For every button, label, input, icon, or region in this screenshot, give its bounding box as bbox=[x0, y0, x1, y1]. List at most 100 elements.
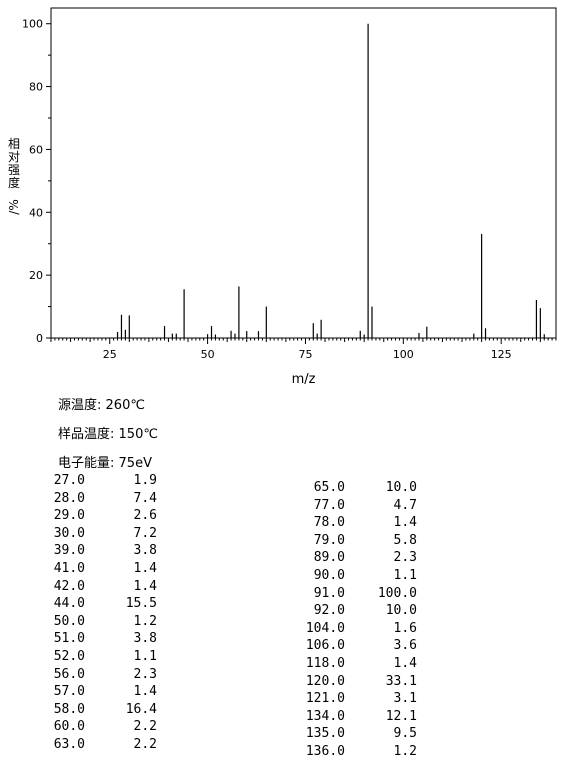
peak-mz: 63.0 bbox=[53, 736, 85, 752]
peak-mz: 27.0 bbox=[53, 473, 85, 488]
peak-abundance: 1.4 bbox=[393, 655, 417, 671]
x-tick-label: 100 bbox=[393, 348, 414, 361]
peak-abundance: 10.0 bbox=[385, 480, 417, 495]
peak-abundance: 3.8 bbox=[133, 543, 157, 559]
peak-abundance: 1.4 bbox=[133, 560, 157, 576]
peak-mz: 41.0 bbox=[53, 560, 85, 576]
peak-mz: 29.0 bbox=[53, 508, 85, 524]
peak-abundance: 5.8 bbox=[393, 532, 417, 548]
peak-row: 106.0 3.6 bbox=[295, 637, 417, 655]
condition-label: 源温度: bbox=[58, 398, 102, 413]
peak-mz: 39.0 bbox=[53, 543, 85, 559]
condition-value: 260℃ bbox=[105, 398, 145, 413]
peak-abundance: 1.1 bbox=[393, 567, 417, 583]
peak-row: 118.0 1.4 bbox=[295, 655, 417, 673]
condition-label: 电子能量: bbox=[58, 456, 115, 471]
peak-row: 42.0 1.4 bbox=[35, 578, 157, 596]
peak-row: 51.0 3.8 bbox=[35, 630, 157, 648]
y-axis-label-unit: /% bbox=[7, 199, 21, 214]
peak-mz: 79.0 bbox=[313, 532, 345, 548]
peak-abundance: 2.6 bbox=[133, 508, 157, 524]
peak-mz: 42.0 bbox=[53, 578, 85, 594]
peak-mz: 104.0 bbox=[305, 620, 345, 636]
peak-abundance: 2.2 bbox=[133, 736, 157, 752]
peak-abundance: 3.8 bbox=[133, 631, 157, 647]
peak-row: 136.0 1.2 bbox=[295, 743, 417, 761]
peak-mz: 56.0 bbox=[53, 666, 85, 682]
y-tick-label: 0 bbox=[36, 332, 43, 345]
peak-mz: 106.0 bbox=[305, 638, 345, 654]
peak-abundance: 12.1 bbox=[385, 708, 417, 724]
peak-abundance: 2.2 bbox=[133, 719, 157, 735]
peak-mz: 30.0 bbox=[53, 525, 85, 541]
peak-mz: 28.0 bbox=[53, 490, 85, 506]
peak-abundance: 1.6 bbox=[393, 620, 417, 636]
peak-row: 121.0 3.1 bbox=[295, 690, 417, 708]
peak-table-right: 65.0 10.0 77.0 4.7 78.0 1.4 79.0 5.8 89.0 2.3 90.0… bbox=[295, 479, 417, 761]
y-axis-label: 相对强度 bbox=[8, 137, 20, 190]
x-tick-label: 75 bbox=[298, 348, 312, 361]
peak-row: 120.0 33.1 bbox=[295, 673, 417, 691]
y-tick-label: 80 bbox=[29, 81, 43, 94]
peak-row: 63.0 2.2 bbox=[35, 736, 157, 754]
peak-mz: 44.0 bbox=[53, 596, 85, 612]
peak-mz: 91.0 bbox=[313, 585, 345, 601]
y-tick-label: 100 bbox=[22, 18, 43, 31]
mass-spectrum-chart: 0 20 40 60 80 100 25 50 75 100 125 m/z 相对强度 /% bbox=[7, 7, 557, 387]
peak-row: 135.0 9.5 bbox=[295, 725, 417, 743]
condition-value: 75eV bbox=[118, 456, 152, 471]
peak-mz: 77.0 bbox=[313, 497, 345, 513]
peak-row: 65.0 10.0 bbox=[295, 479, 417, 497]
peak-mz: 90.0 bbox=[313, 567, 345, 583]
peak-row: 77.0 4.7 bbox=[295, 497, 417, 515]
peak-row: 39.0 3.8 bbox=[35, 542, 157, 560]
peak-row: 28.0 7.4 bbox=[35, 490, 157, 508]
peak-mz: 135.0 bbox=[305, 726, 345, 742]
peak-abundance: 3.6 bbox=[393, 638, 417, 654]
peak-row: 27.0 1.9 bbox=[35, 472, 157, 490]
peak-row: 79.0 5.8 bbox=[295, 532, 417, 550]
condition-label: 样品温度: bbox=[58, 427, 115, 442]
peak-mz: 60.0 bbox=[53, 719, 85, 735]
peak-mz: 121.0 bbox=[305, 691, 345, 707]
peak-abundance: 1.2 bbox=[393, 743, 417, 759]
peak-row: 60.0 2.2 bbox=[35, 718, 157, 736]
y-tick-label: 20 bbox=[29, 269, 43, 282]
peak-row: 57.0 1.4 bbox=[35, 683, 157, 701]
y-tick-label: 60 bbox=[29, 143, 43, 156]
peak-mz: 89.0 bbox=[313, 550, 345, 566]
peak-abundance: 4.7 bbox=[393, 497, 417, 513]
peak-abundance: 7.2 bbox=[133, 525, 157, 541]
x-tick-label: 25 bbox=[103, 348, 117, 361]
sample-temperature: 样品温度: 150℃ bbox=[58, 423, 158, 442]
condition-value: 150℃ bbox=[118, 427, 158, 442]
peak-mz: 52.0 bbox=[53, 648, 85, 664]
peak-abundance: 1.4 bbox=[133, 684, 157, 700]
peak-abundance: 2.3 bbox=[393, 550, 417, 566]
peak-mz: 136.0 bbox=[305, 743, 345, 759]
x-tick-label: 50 bbox=[201, 348, 215, 361]
x-axis-label: m/z bbox=[292, 372, 316, 387]
peak-abundance: 9.5 bbox=[393, 726, 417, 742]
peak-row: 30.0 7.2 bbox=[35, 525, 157, 543]
peak-row: 29.0 2.6 bbox=[35, 507, 157, 525]
peak-table-left: 27.0 1.9 28.0 7.4 29.0 2.6 30.0 7.2 39.0 3.8 41.0 1… bbox=[35, 472, 157, 754]
peak-row: 134.0 12.1 bbox=[295, 708, 417, 726]
peak-row: 91.0 100.0 bbox=[295, 585, 417, 603]
peak-row: 44.0 15.5 bbox=[35, 595, 157, 613]
peak-mz: 120.0 bbox=[305, 673, 345, 689]
peak-row: 58.0 16.4 bbox=[35, 701, 157, 719]
peak-row: 50.0 1.2 bbox=[35, 613, 157, 631]
peak-abundance: 10.0 bbox=[385, 603, 417, 619]
peak-mz: 65.0 bbox=[313, 480, 345, 495]
peak-mz: 51.0 bbox=[53, 631, 85, 647]
peak-row: 56.0 2.3 bbox=[35, 666, 157, 684]
peak-abundance: 15.5 bbox=[125, 596, 157, 612]
peak-abundance: 1.2 bbox=[133, 613, 157, 629]
peak-abundance: 3.1 bbox=[393, 691, 417, 707]
peak-abundance: 33.1 bbox=[385, 673, 417, 689]
y-tick-label: 40 bbox=[29, 206, 43, 219]
peak-mz: 118.0 bbox=[305, 655, 345, 671]
peak-abundance: 100.0 bbox=[377, 585, 417, 601]
peak-abundance: 1.4 bbox=[393, 515, 417, 531]
